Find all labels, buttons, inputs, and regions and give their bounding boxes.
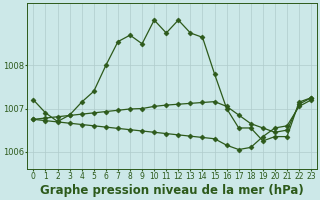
X-axis label: Graphe pression niveau de la mer (hPa): Graphe pression niveau de la mer (hPa) xyxy=(40,184,304,197)
